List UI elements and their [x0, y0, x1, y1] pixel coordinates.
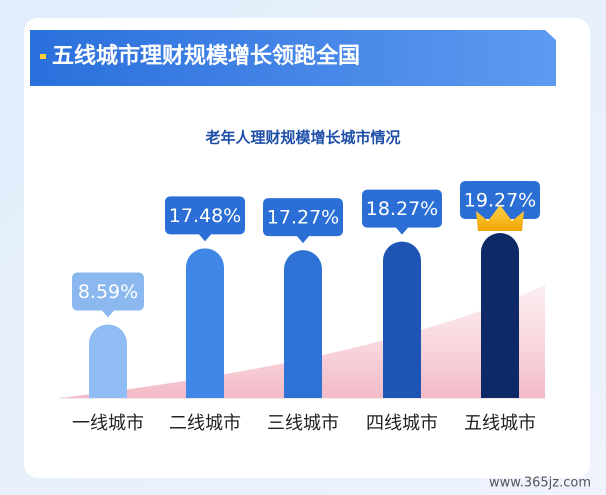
label-bubble [165, 196, 245, 242]
category-label: 二线城市 [169, 413, 241, 434]
label-bubble [362, 189, 442, 235]
value-label: 17.48% [169, 205, 241, 227]
bars: 8.59% 一线城市 17.48% 二线城市 17.27% 三线城市 18.27% 四线城市 1… [72, 181, 540, 434]
value-label: 19.27% [464, 190, 536, 212]
bar [186, 248, 224, 398]
chart-title: 老年人理财规模增长城市情况 [204, 129, 400, 147]
bar [383, 241, 421, 398]
header-dot [40, 54, 46, 59]
value-label: 8.59% [78, 281, 138, 303]
header-title: 五线城市理财规模增长领跑全国 [52, 43, 360, 69]
bar [89, 324, 127, 398]
trend-area [60, 285, 545, 398]
bar [284, 250, 322, 398]
category-label: 一线城市 [72, 413, 144, 434]
watermark: www.365jz.com [489, 476, 591, 491]
label-bubble [72, 272, 144, 318]
category-label: 四线城市 [366, 413, 438, 434]
category-label: 三线城市 [267, 413, 339, 434]
header-banner [30, 30, 556, 86]
value-label: 18.27% [366, 198, 438, 220]
bar [481, 233, 519, 398]
crown [476, 205, 524, 231]
label-bubble [263, 198, 343, 244]
category-label: 五线城市 [464, 413, 536, 434]
value-label: 17.27% [267, 207, 339, 229]
